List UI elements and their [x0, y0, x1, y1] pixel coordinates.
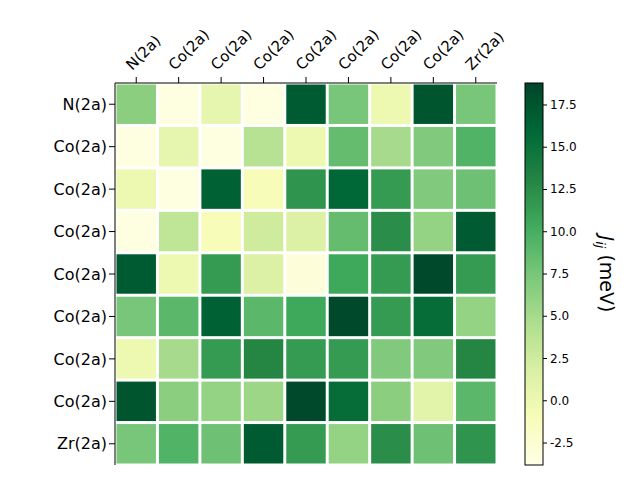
svg-text:17.5: 17.5	[550, 98, 577, 112]
svg-text:Jij (meV): Jij (meV)	[593, 232, 618, 313]
svg-text:Co(2a): Co(2a)	[54, 222, 107, 241]
svg-text:0.0: 0.0	[550, 394, 569, 408]
svg-text:Co(2a): Co(2a)	[377, 26, 425, 74]
svg-text:Co(2a): Co(2a)	[207, 26, 255, 74]
svg-text:Co(2a): Co(2a)	[54, 350, 107, 369]
svg-text:Co(2a): Co(2a)	[335, 26, 383, 74]
svg-text:12.5: 12.5	[550, 182, 577, 196]
svg-text:10.0: 10.0	[550, 225, 577, 239]
svg-text:N(2a): N(2a)	[63, 95, 107, 114]
svg-text:Co(2a): Co(2a)	[54, 392, 107, 411]
svg-text:Co(2a): Co(2a)	[54, 307, 107, 326]
svg-text:Zr(2a): Zr(2a)	[57, 434, 107, 453]
svg-text:Co(2a): Co(2a)	[54, 265, 107, 284]
svg-text:2.5: 2.5	[550, 352, 569, 366]
svg-text:Co(2a): Co(2a)	[165, 26, 213, 74]
svg-text:Co(2a): Co(2a)	[419, 26, 467, 74]
svg-text:15.0: 15.0	[550, 140, 577, 154]
svg-text:Co(2a): Co(2a)	[250, 26, 298, 74]
svg-text:Co(2a): Co(2a)	[54, 180, 107, 199]
svg-text:-2.5: -2.5	[550, 436, 573, 450]
svg-text:Co(2a): Co(2a)	[292, 26, 340, 74]
svg-text:Co(2a): Co(2a)	[54, 137, 107, 156]
svg-text:N(2a): N(2a)	[122, 32, 164, 74]
svg-text:7.5: 7.5	[550, 267, 569, 281]
svg-text:5.0: 5.0	[550, 309, 569, 323]
svg-text:Zr(2a): Zr(2a)	[462, 28, 508, 74]
